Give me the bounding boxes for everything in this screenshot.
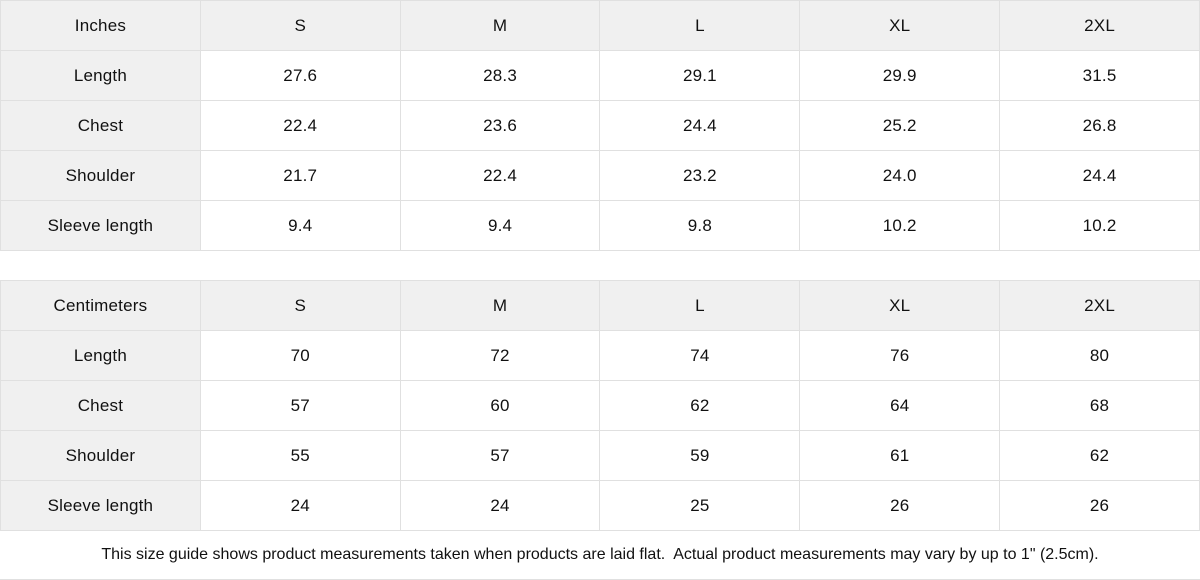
unit-label: Inches: [0, 0, 201, 51]
measurement-value: 24: [199, 480, 401, 531]
measurement-label: Shoulder: [0, 150, 201, 201]
size-table-centimeters: Centimeters S M L XL 2XL Length 70 72 74 76 80 Chest…: [0, 280, 1200, 531]
measurement-value: 55: [199, 430, 401, 481]
size-table-header-row: Inches S M L XL 2XL: [0, 0, 1200, 51]
measurement-value: 25.2: [799, 100, 1001, 151]
measurement-row: Length 27.6 28.3 29.1 29.9 31.5: [0, 50, 1200, 101]
measurement-value: 9.8: [599, 200, 801, 251]
measurement-value: 76: [799, 330, 1001, 381]
measurement-value: 26: [999, 480, 1200, 531]
measurement-label: Sleeve length: [0, 200, 201, 251]
size-tables-container: Inches S M L XL 2XL Length 27.6 28.3 29.1 29.9 31.5…: [0, 0, 1200, 531]
size-column-header: L: [599, 280, 801, 331]
measurement-label: Chest: [0, 380, 201, 431]
measurement-value: 28.3: [399, 50, 601, 101]
size-column-header: S: [199, 0, 401, 51]
size-column-header: 2XL: [999, 280, 1200, 331]
measurement-value: 29.1: [599, 50, 801, 101]
measurement-value: 62: [599, 380, 801, 431]
size-column-header: XL: [799, 0, 1001, 51]
measurement-row: Length 70 72 74 76 80: [0, 330, 1200, 381]
size-column-header: XL: [799, 280, 1001, 331]
measurement-value: 27.6: [199, 50, 401, 101]
measurement-label: Length: [0, 330, 201, 381]
measurement-row: Chest 22.4 23.6 24.4 25.2 26.8: [0, 100, 1200, 151]
size-column-header: M: [399, 280, 601, 331]
measurement-value: 57: [199, 380, 401, 431]
measurement-value: 26: [799, 480, 1001, 531]
measurement-value: 70: [199, 330, 401, 381]
measurement-label: Shoulder: [0, 430, 201, 481]
size-column-header: M: [399, 0, 601, 51]
measurement-value: 21.7: [199, 150, 401, 201]
measurement-value: 59: [599, 430, 801, 481]
measurement-value: 29.9: [799, 50, 1001, 101]
measurement-row: Sleeve length 24 24 25 26 26: [0, 480, 1200, 531]
measurement-value: 64: [799, 380, 1001, 431]
size-column-header: S: [199, 280, 401, 331]
measurement-value: 60: [399, 380, 601, 431]
measurement-value: 23.6: [399, 100, 601, 151]
measurement-value: 24: [399, 480, 601, 531]
measurement-label: Sleeve length: [0, 480, 201, 531]
measurement-value: 22.4: [199, 100, 401, 151]
measurement-value: 22.4: [399, 150, 601, 201]
measurement-row: Shoulder 55 57 59 61 62: [0, 430, 1200, 481]
size-guide-note: This size guide shows product measuremen…: [0, 531, 1200, 580]
size-column-header: L: [599, 0, 801, 51]
measurement-value: 24.4: [599, 100, 801, 151]
measurement-row: Shoulder 21.7 22.4 23.2 24.0 24.4: [0, 150, 1200, 201]
measurement-value: 31.5: [999, 50, 1200, 101]
measurement-value: 57: [399, 430, 601, 481]
measurement-value: 10.2: [799, 200, 1001, 251]
measurement-value: 10.2: [999, 200, 1200, 251]
measurement-value: 61: [799, 430, 1001, 481]
measurement-value: 9.4: [399, 200, 601, 251]
size-column-header: 2XL: [999, 0, 1200, 51]
measurement-value: 24.0: [799, 150, 1001, 201]
unit-label: Centimeters: [0, 280, 201, 331]
measurement-value: 25: [599, 480, 801, 531]
measurement-value: 72: [399, 330, 601, 381]
measurement-label: Length: [0, 50, 201, 101]
measurement-value: 9.4: [199, 200, 401, 251]
measurement-row: Sleeve length 9.4 9.4 9.8 10.2 10.2: [0, 200, 1200, 251]
measurement-value: 80: [999, 330, 1200, 381]
measurement-value: 23.2: [599, 150, 801, 201]
size-table-inches: Inches S M L XL 2XL Length 27.6 28.3 29.1 29.9 31.5…: [0, 0, 1200, 251]
table-gap: [0, 251, 1200, 280]
measurement-value: 24.4: [999, 150, 1200, 201]
measurement-value: 26.8: [999, 100, 1200, 151]
size-table-header-row: Centimeters S M L XL 2XL: [0, 280, 1200, 331]
measurement-value: 68: [999, 380, 1200, 431]
measurement-value: 74: [599, 330, 801, 381]
measurement-value: 62: [999, 430, 1200, 481]
measurement-row: Chest 57 60 62 64 68: [0, 380, 1200, 431]
measurement-label: Chest: [0, 100, 201, 151]
